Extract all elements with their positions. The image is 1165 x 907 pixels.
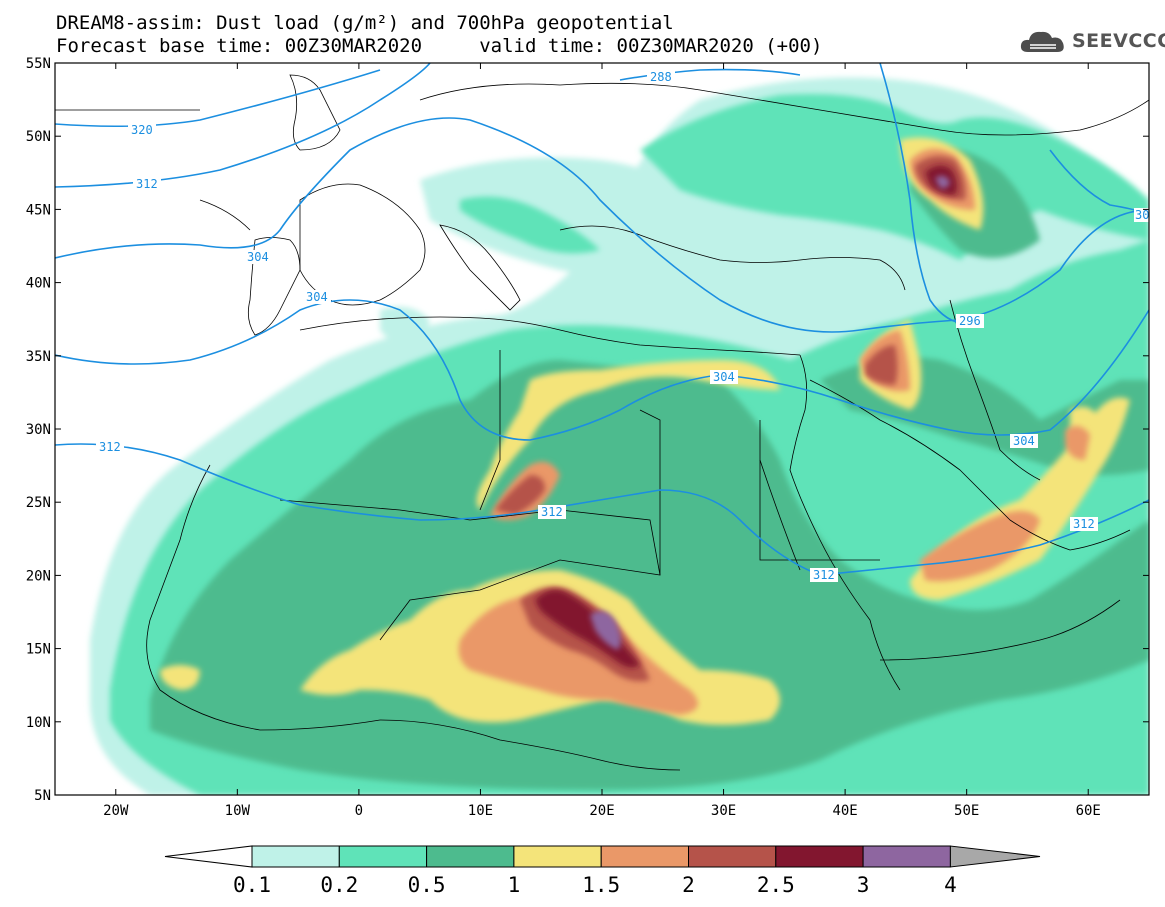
lon-tick-label: 0: [355, 803, 363, 819]
lon-tick-label: 10E: [468, 803, 493, 819]
colorbar-label: 1: [508, 873, 521, 897]
colorbar-label: 0.2: [320, 873, 358, 897]
lon-tick-label: 60E: [1076, 803, 1101, 819]
longitude-axis: 20W 10W 0 10E 20E 30E 40E 50E 60E: [103, 63, 1101, 819]
colorbar-swatch: [688, 845, 777, 868]
contour-label: 312: [813, 568, 835, 582]
lat-tick-label: 15N: [26, 642, 51, 658]
map-title-line-2: Forecast base time: 00Z30MAR2020 valid t…: [56, 35, 823, 57]
colorbar-swatch: [426, 845, 515, 868]
contour-label: 304: [1013, 434, 1035, 448]
lon-tick-label: 20E: [589, 803, 614, 819]
colorbar-label: 3: [857, 873, 870, 897]
lat-tick-label: 35N: [26, 349, 51, 365]
contour-label: 304: [713, 370, 735, 384]
colorbar-label: 0.1: [233, 873, 271, 897]
colorbar-label: 2.5: [757, 873, 795, 897]
colorbar-swatch: [338, 845, 428, 868]
colorbar-swatch: [513, 845, 602, 868]
lat-tick-label: 40N: [26, 276, 51, 292]
cloud-icon: [1020, 31, 1064, 52]
colorbar-swatch: [862, 845, 951, 868]
lat-tick-label: 5N: [34, 788, 51, 804]
contour-label: 288: [650, 70, 672, 84]
colorbar: 0.1 0.2 0.5 1 1.5 2 2.5 3 4: [164, 845, 1041, 897]
contour-label: 312: [541, 505, 563, 519]
contour-label: 312: [136, 177, 158, 191]
colorbar-swatch: [251, 845, 340, 868]
contour-label: 312: [1073, 517, 1095, 531]
contour-label: 312: [99, 440, 121, 454]
colorbar-label: 2: [682, 873, 695, 897]
contour-label: 320: [131, 123, 153, 137]
colorbar-swatch: [600, 845, 690, 868]
contour-label: 304: [306, 290, 328, 304]
lat-tick-label: 20N: [26, 568, 51, 584]
lon-tick-label: 50E: [954, 803, 979, 819]
contour-labels: 320 312 304 304 312 312 312 288 296 304 …: [96, 70, 1149, 582]
latitude-axis: 55N 50N 45N 40N 35N 30N 25N 20N 15N 10N 5N: [26, 56, 1149, 804]
contour-label: 30: [1135, 208, 1149, 222]
lat-tick-label: 25N: [26, 495, 51, 511]
lat-tick-label: 10N: [26, 715, 51, 731]
logo-text: SEEVCCC: [1072, 30, 1165, 52]
contour-label: 296: [959, 314, 981, 328]
lat-tick-label: 45N: [26, 202, 51, 218]
seevccc-logo: SEEVCCC: [1018, 26, 1165, 56]
colorbar-swatch: [775, 845, 864, 868]
colorbar-label: 0.5: [408, 873, 446, 897]
lat-tick-label: 50N: [26, 129, 51, 145]
lat-tick-label: 55N: [26, 56, 51, 72]
colorbar-max-arrow: [949, 845, 1041, 868]
contour-label: 304: [247, 250, 269, 264]
colorbar-min-arrow: [164, 845, 253, 868]
lon-tick-label: 10W: [225, 803, 251, 819]
coastlines: [55, 74, 1149, 771]
colorbar-label: 1.5: [582, 873, 620, 897]
lon-tick-label: 30E: [711, 803, 736, 819]
lon-tick-label: 20W: [103, 803, 129, 819]
dust-field: [55, 63, 1149, 795]
colorbar-label: 4: [944, 873, 957, 897]
map-title-line-1: DREAM8-assim: Dust load (g/m²) and 700hP…: [56, 12, 674, 34]
lon-tick-label: 40E: [832, 803, 857, 819]
lat-tick-label: 30N: [26, 422, 51, 438]
